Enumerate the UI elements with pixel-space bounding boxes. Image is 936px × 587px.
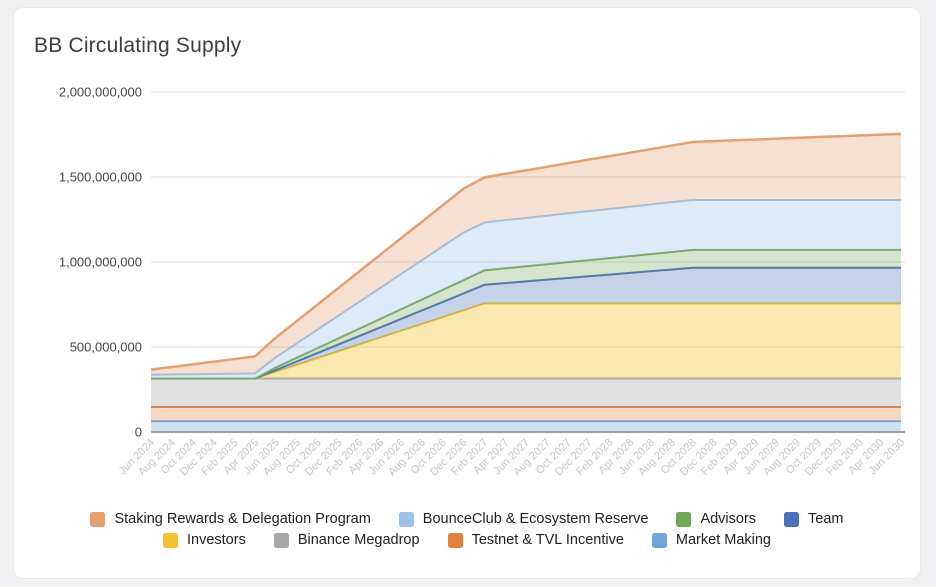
- area-bounceclub: [151, 199, 901, 379]
- legend-label: Staking Rewards & Delegation Program: [114, 511, 371, 527]
- legend-item-team[interactable]: Team: [784, 511, 844, 527]
- chart-title: BB Circulating Supply: [34, 34, 242, 57]
- legend-swatch-advisors: [676, 511, 692, 527]
- boundary-line-advisors: [151, 248, 901, 380]
- area-staking: [151, 133, 901, 375]
- legend-item-market_making[interactable]: Market Making: [651, 532, 771, 548]
- legend: Staking Rewards & Delegation Program Boun…: [14, 511, 920, 548]
- legend-row-1: Staking Rewards & Delegation Program Boun…: [90, 511, 844, 527]
- y-axis-tick-label: 2,000,000,000: [59, 85, 142, 100]
- legend-label: BounceClub & Ecosystem Reserve: [422, 511, 649, 527]
- legend-item-testnet_tvl[interactable]: Testnet & TVL Incentive: [447, 532, 624, 548]
- area-market_making: [151, 421, 901, 432]
- boundary-line-investors: [151, 302, 901, 380]
- y-axis-tick-label: 0: [135, 425, 142, 440]
- legend-label: Advisors: [700, 511, 757, 527]
- legend-swatch-market_making: [651, 532, 667, 548]
- y-axis-tick-label: 1,000,000,000: [59, 255, 142, 270]
- legend-swatch-team: [784, 511, 800, 527]
- legend-swatch-bounceclub: [398, 511, 414, 527]
- legend-item-advisors[interactable]: Advisors: [676, 511, 756, 527]
- legend-label: Testnet & TVL Incentive: [471, 532, 624, 548]
- chart-card: BB Circulating Supply 0 500,000,000 1,000,…: [13, 7, 921, 579]
- boundary-line-team: [151, 266, 901, 380]
- legend-swatch-investors: [162, 532, 178, 548]
- legend-row-2: Investors Binance Megadrop Testnet & TVL I…: [162, 532, 771, 548]
- legend-item-megadrop[interactable]: Binance Megadrop: [273, 532, 420, 548]
- legend-swatch-megadrop: [273, 532, 289, 548]
- legend-label: Team: [808, 511, 844, 527]
- area-testnet_tvl: [151, 407, 901, 422]
- legend-label: Investors: [186, 532, 246, 548]
- legend-label: Market Making: [675, 532, 771, 548]
- boundary-line-bounceclub: [150, 198, 901, 376]
- legend-swatch-testnet_tvl: [447, 532, 463, 548]
- area-investors: [151, 303, 901, 379]
- area-team: [151, 267, 901, 379]
- area-megadrop: [151, 378, 901, 408]
- area-advisors: [151, 249, 901, 379]
- boundary-line-staking: [150, 132, 902, 371]
- legend-item-bounceclub[interactable]: BounceClub & Ecosystem Reserve: [398, 511, 649, 527]
- legend-item-staking[interactable]: Staking Rewards & Delegation Program: [90, 511, 371, 527]
- legend-item-investors[interactable]: Investors: [162, 532, 246, 548]
- y-axis-tick-label: 500,000,000: [70, 340, 142, 355]
- y-axis-tick-label: 1,500,000,000: [59, 170, 142, 185]
- legend-swatch-staking: [90, 511, 106, 527]
- legend-label: Binance Megadrop: [297, 532, 420, 548]
